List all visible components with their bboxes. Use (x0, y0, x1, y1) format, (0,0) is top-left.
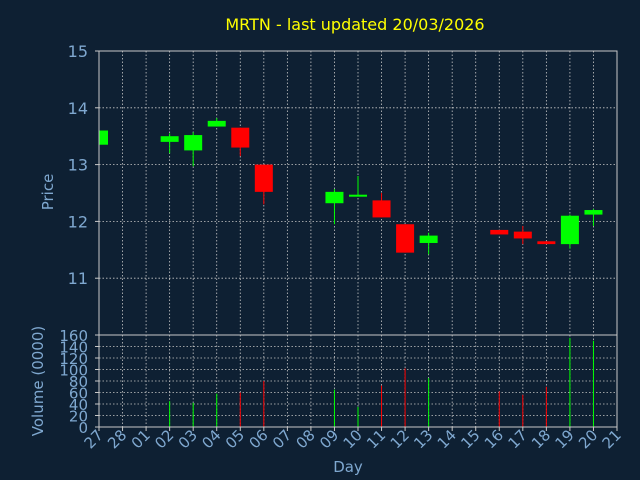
x-tick-label: 16 (481, 426, 507, 452)
candle-body (419, 235, 438, 243)
x-tick-label: 04 (198, 426, 224, 452)
candle-body (396, 224, 415, 253)
chart-title: MRTN - last updated 20/03/2026 (225, 15, 484, 34)
volume-axis-label: Volume (0000) (29, 326, 47, 436)
volume-tick-label: 40 (69, 396, 88, 414)
volume-tick-label: 60 (69, 385, 88, 403)
volume-tick-label: 140 (59, 339, 88, 357)
volume-tick-label: 100 (59, 362, 88, 380)
x-tick-label: 14 (434, 426, 460, 452)
x-tick-label: 05 (222, 426, 248, 452)
x-tick-label: 08 (293, 426, 319, 452)
candle-body (184, 135, 203, 151)
candle-body (560, 215, 579, 245)
x-tick-label: 03 (175, 426, 201, 452)
x-tick-label: 12 (387, 426, 413, 452)
candle-body (372, 200, 391, 218)
x-tick-label: 06 (245, 426, 271, 452)
volume-tick-label: 160 (59, 327, 88, 345)
candle-body (490, 229, 509, 235)
price-panel: 11 12 13 14 15 (68, 42, 618, 336)
x-tick-label: 28 (104, 426, 130, 452)
candle-body (99, 130, 108, 145)
x-tick-label: 10 (340, 426, 366, 452)
x-axis-label: Day (333, 458, 363, 476)
candle-body (513, 231, 532, 239)
x-tick-label: 07 (269, 426, 295, 452)
volume-tick-label: 80 (69, 373, 88, 391)
candle-body (584, 210, 603, 215)
price-axis-label: Price (39, 174, 57, 211)
candle-body (349, 194, 367, 197)
price-tick-label: 14 (68, 99, 88, 118)
price-tick-label: 12 (68, 212, 88, 231)
x-tick-label: 09 (316, 426, 342, 452)
volume-tick-label: 0 (78, 419, 88, 437)
x-tick-label: 18 (528, 426, 554, 452)
x-tick-label: 11 (363, 426, 389, 452)
price-tick-label: 11 (68, 269, 88, 288)
x-tick-label: 15 (457, 426, 483, 452)
x-tick-label: 01 (128, 426, 154, 452)
x-tick-label: 20 (575, 426, 601, 452)
x-tick-label: 17 (504, 426, 530, 452)
candle-body (231, 127, 250, 148)
price-tick-label: 13 (68, 156, 88, 175)
candle-body (160, 136, 179, 142)
x-axis: 2728010203040506070809101112131415161718… (81, 426, 625, 452)
candle-body (325, 191, 344, 204)
candle-body (254, 164, 273, 192)
price-tick-label: 15 (68, 42, 88, 61)
candle-body (537, 241, 556, 245)
volume-tick-label: 120 (59, 350, 88, 368)
volume-tick-label: 20 (69, 408, 88, 426)
x-tick-label: 02 (151, 426, 177, 452)
x-tick-label: 21 (599, 426, 625, 452)
x-tick-label: 19 (552, 426, 578, 452)
x-tick-label: 13 (410, 426, 436, 452)
candle-body (207, 120, 226, 127)
